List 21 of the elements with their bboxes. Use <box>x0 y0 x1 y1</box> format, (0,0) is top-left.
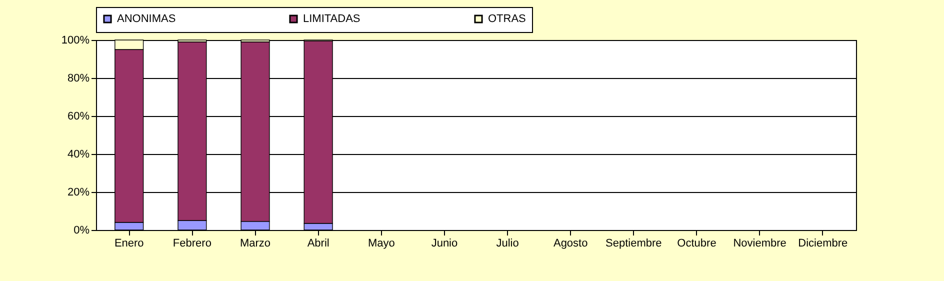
x-tick-label: Abril <box>307 238 330 250</box>
y-tick-label: 0% <box>74 224 90 236</box>
x-tick-label: Mayo <box>368 238 395 250</box>
x-tick-label: Julio <box>496 238 519 250</box>
x-tick-label: Junio <box>431 238 458 250</box>
x-tick-label: Octubre <box>677 238 716 250</box>
x-tick-label: Enero <box>114 238 144 250</box>
y-tick-label: 20% <box>67 186 90 198</box>
x-tick-label: Agosto <box>553 238 588 250</box>
legend-label: OTRAS <box>488 12 526 25</box>
y-tick-label: 60% <box>67 110 90 122</box>
x-tick-label: Febrero <box>172 238 212 250</box>
legend-label: LIMITADAS <box>303 12 360 25</box>
x-tick-label: Noviembre <box>733 238 786 250</box>
x-tick-label: Marzo <box>240 238 271 250</box>
y-tick-label: 80% <box>67 72 90 84</box>
x-tick-label: Septiembre <box>606 238 662 250</box>
legend-label: ANONIMAS <box>117 12 176 25</box>
x-tick-label: Diciembre <box>798 238 848 250</box>
y-tick-label: 40% <box>67 148 90 160</box>
y-tick-label: 100% <box>61 34 90 46</box>
